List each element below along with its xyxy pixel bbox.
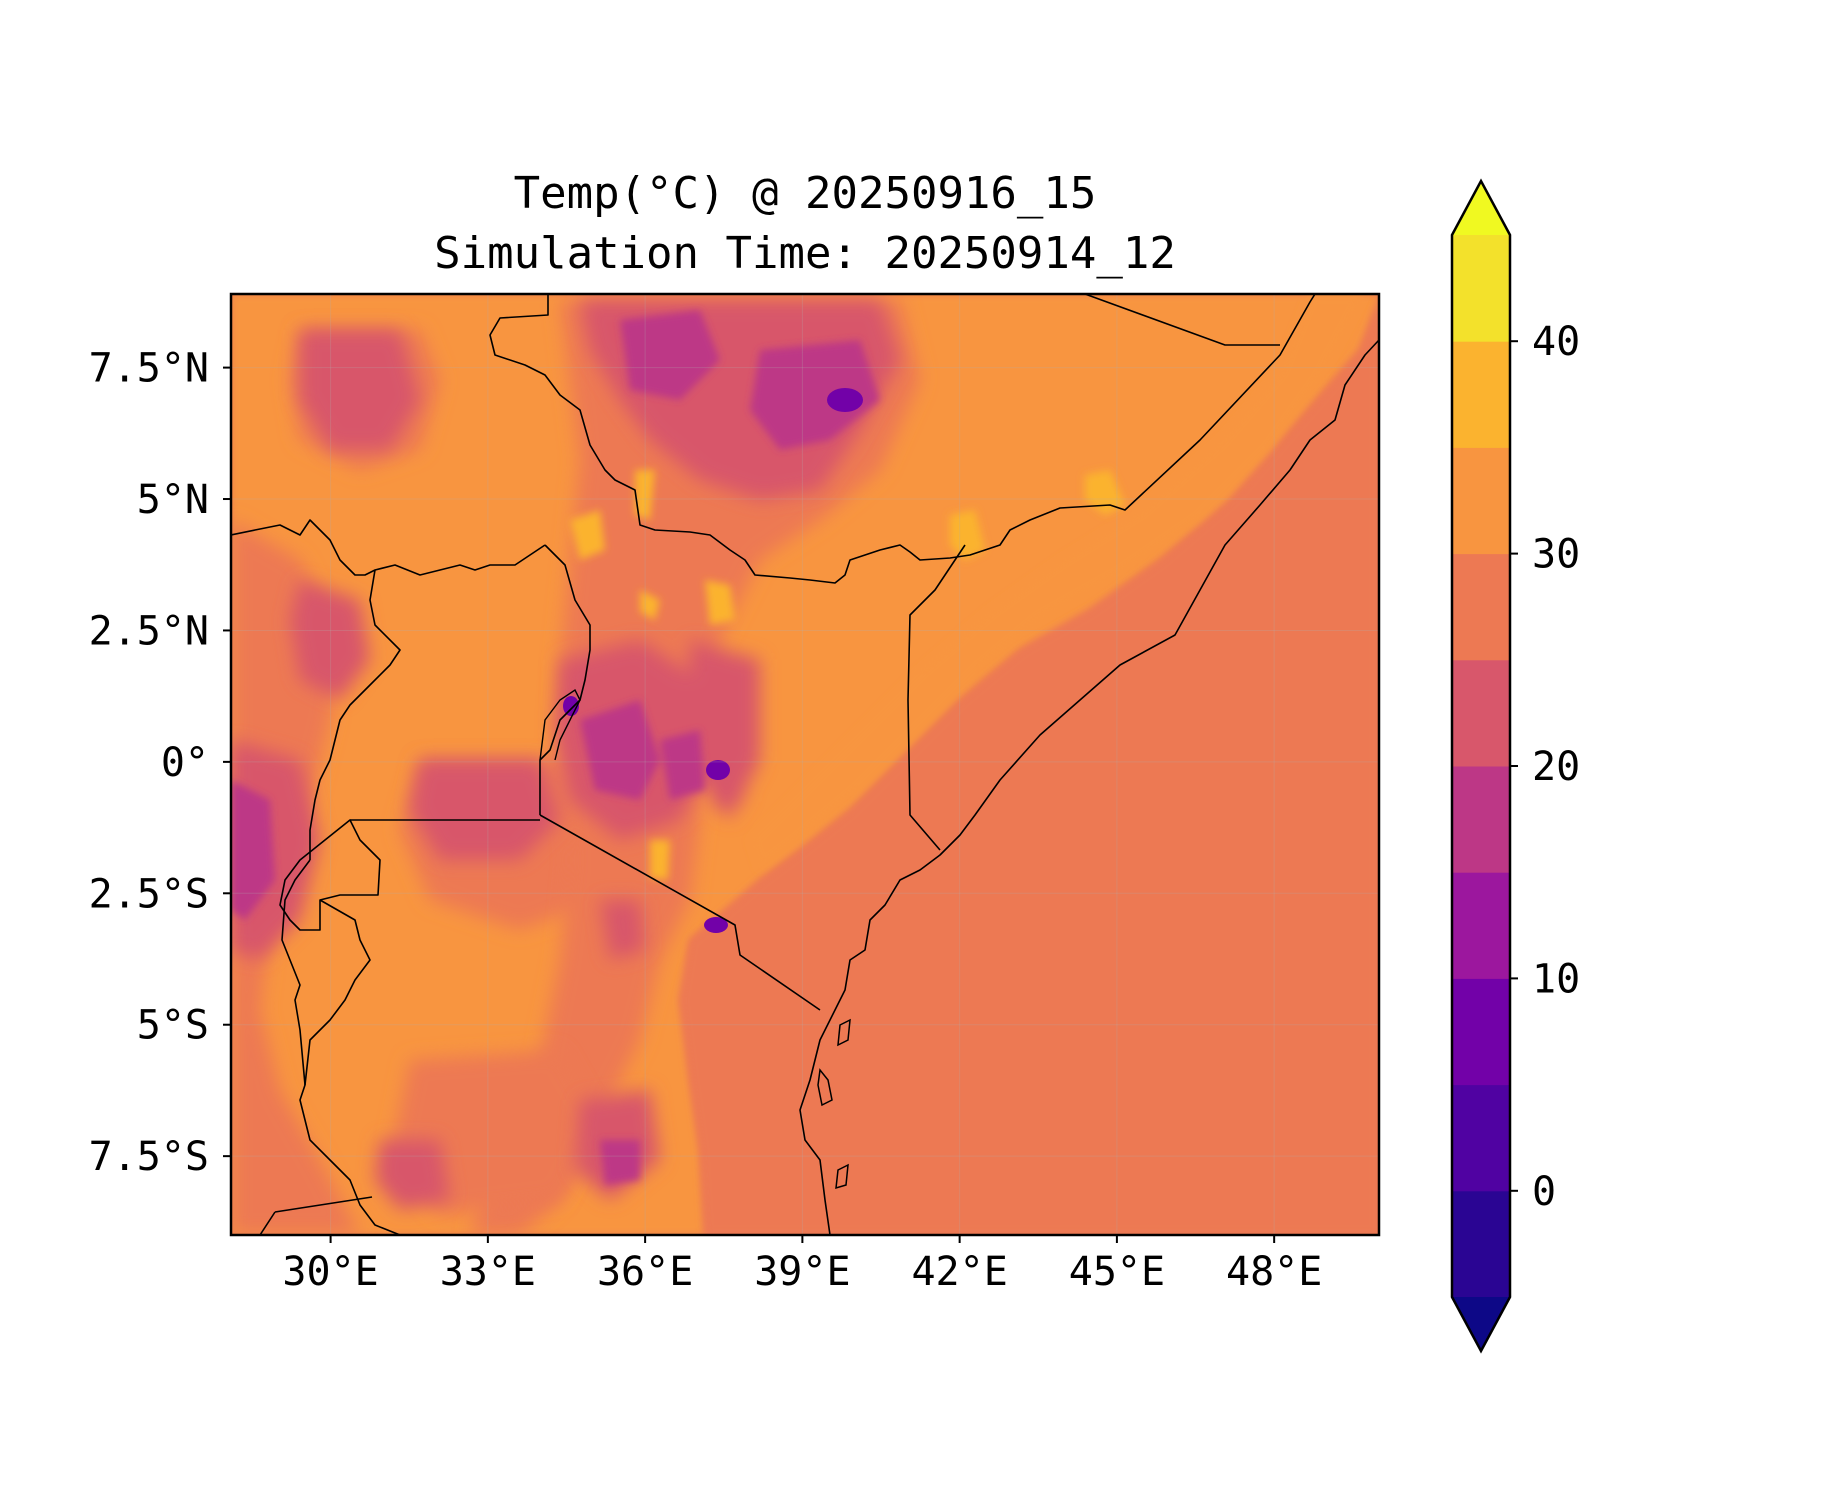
- y-axis: 7.5°N 5°N 2.5°N 0° 2.5°S 5°S 7.5°S: [89, 346, 231, 1180]
- x-tick-label: 30°E: [282, 1249, 378, 1295]
- colorbar-tick-label: 40: [1532, 319, 1580, 365]
- colorbar-tick-label: 20: [1532, 744, 1580, 790]
- map-title-line1: Temp(°C) @ 20250916_15: [514, 168, 1097, 219]
- x-tick-label: 33°E: [440, 1249, 536, 1295]
- colorbar-tick-label: 0: [1532, 1169, 1556, 1215]
- border-southwest-corner: [259, 1196, 373, 1235]
- highland-colder-cores: [231, 310, 880, 1185]
- x-axis: 30°E 33°E 36°E 39°E 42°E 45°E 48°E: [282, 1235, 1322, 1295]
- coastline-east-africa: [799, 339, 1379, 1235]
- y-tick-label: 2.5°N: [89, 608, 209, 654]
- border-ethiopia-somalia-top: [1084, 294, 1280, 346]
- border-uganda-kenya: [539, 544, 591, 815]
- map-frame: [229, 292, 1381, 1237]
- border-rwanda-box: [279, 819, 381, 931]
- colorbar-segment: [1452, 341, 1510, 448]
- country-borders: [231, 294, 1379, 1235]
- colorbar-over-arrow: [1452, 181, 1510, 235]
- colorbar-tick-label: 10: [1532, 956, 1580, 1002]
- x-tick-label: 39°E: [754, 1249, 850, 1295]
- hot-spots: [570, 470, 1125, 880]
- border-uganda-drc: [309, 569, 401, 860]
- x-tick-label: 48°E: [1226, 1249, 1322, 1295]
- border-kenya-somalia: [907, 544, 966, 851]
- border-tanzania-west: [299, 899, 401, 1235]
- colorbar-segment: [1452, 1190, 1510, 1298]
- colorbar-segment: [1452, 553, 1510, 661]
- horn-coast-mild-band: [680, 300, 1379, 1235]
- warm-land-region: [231, 294, 1379, 1235]
- colorbar-outline: [1450, 178, 1512, 1354]
- y-tick-label: 5°N: [137, 477, 209, 523]
- islands: [817, 1018, 851, 1190]
- gridlines: [231, 294, 1379, 1235]
- colorbar-segment: [1452, 1084, 1510, 1192]
- x-tick-label: 42°E: [911, 1249, 1007, 1295]
- map-title-line2: Simulation Time: 20250914_12: [434, 228, 1176, 279]
- border-south-sudan-uganda: [231, 519, 546, 576]
- y-tick-label: 5°S: [137, 1003, 209, 1049]
- colorbar-segment: [1452, 766, 1510, 873]
- y-tick-label: 0°: [161, 740, 209, 786]
- temperature-field: [231, 294, 1379, 1235]
- colorbar-tick-label: 30: [1532, 532, 1580, 578]
- colorbar-segment: [1452, 659, 1510, 767]
- border-kenya-tanzania: [539, 814, 821, 1011]
- lake-victoria-outline: [539, 688, 581, 761]
- y-tick-label: 7.5°N: [89, 346, 209, 392]
- map-panel: [231, 294, 1379, 1235]
- border-south-sudan-ethiopia: [489, 294, 1316, 584]
- x-tick-label: 45°E: [1069, 1249, 1165, 1295]
- colorbar-segment: [1452, 447, 1510, 555]
- colorbar-under-arrow: [1452, 1297, 1510, 1351]
- colorbar-segment: [1452, 978, 1510, 1086]
- horn-warm-band: [750, 294, 1365, 870]
- colorbar-segment: [1452, 872, 1510, 979]
- colorbar-segment: [1452, 235, 1510, 342]
- x-tick-label: 36°E: [597, 1249, 693, 1295]
- y-tick-label: 7.5°S: [89, 1134, 209, 1180]
- y-tick-label: 2.5°S: [89, 871, 209, 917]
- colorbar: 0 10 20 30 40: [1450, 178, 1580, 1354]
- cold-spots: [563, 388, 863, 933]
- border-rwanda-burundi: [281, 859, 311, 1086]
- west-mild-belt: [231, 520, 360, 1235]
